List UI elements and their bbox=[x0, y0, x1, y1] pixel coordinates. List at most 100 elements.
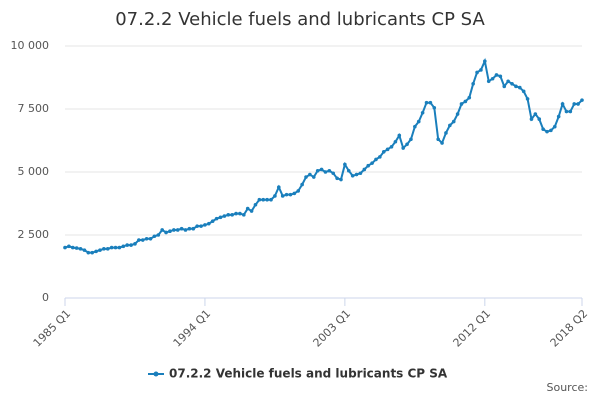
point bbox=[381, 150, 386, 154]
point bbox=[393, 139, 398, 144]
point bbox=[183, 228, 188, 232]
point bbox=[416, 119, 421, 124]
point bbox=[463, 99, 468, 104]
point bbox=[409, 137, 413, 142]
point bbox=[479, 68, 483, 72]
point bbox=[67, 244, 71, 249]
point bbox=[253, 202, 258, 207]
point bbox=[160, 228, 164, 232]
point bbox=[354, 172, 359, 177]
point bbox=[105, 247, 110, 251]
point bbox=[82, 248, 87, 252]
x-tick-label: 2018 Q2 bbox=[548, 307, 591, 350]
point bbox=[214, 216, 219, 221]
point bbox=[370, 161, 374, 165]
point bbox=[117, 245, 122, 250]
point bbox=[374, 157, 378, 162]
point bbox=[191, 226, 196, 231]
point bbox=[90, 250, 95, 255]
point bbox=[556, 114, 561, 119]
point bbox=[187, 226, 192, 231]
y-tick-label: 5 000 bbox=[18, 165, 50, 178]
point bbox=[315, 168, 320, 173]
point bbox=[140, 238, 145, 242]
point bbox=[510, 82, 514, 86]
point bbox=[471, 82, 475, 86]
point bbox=[401, 146, 405, 150]
point bbox=[576, 102, 580, 106]
point bbox=[308, 172, 312, 177]
point bbox=[525, 97, 530, 101]
point bbox=[207, 221, 211, 226]
x-tick-label: 1994 Q1 bbox=[171, 307, 214, 350]
point bbox=[133, 242, 137, 246]
point bbox=[319, 167, 324, 172]
point bbox=[179, 226, 184, 231]
point bbox=[210, 219, 215, 223]
point bbox=[552, 124, 557, 129]
point bbox=[203, 223, 207, 227]
point bbox=[78, 247, 83, 251]
point bbox=[572, 102, 577, 106]
point bbox=[265, 197, 269, 202]
point bbox=[448, 123, 452, 128]
point bbox=[296, 189, 301, 193]
point bbox=[109, 245, 114, 250]
point bbox=[350, 173, 355, 178]
point bbox=[249, 209, 254, 213]
point bbox=[257, 197, 262, 202]
point bbox=[529, 117, 534, 121]
x-tick-label: 2012 Q1 bbox=[451, 307, 494, 350]
point bbox=[226, 213, 231, 217]
point bbox=[420, 110, 425, 115]
point bbox=[549, 128, 553, 133]
point bbox=[98, 248, 102, 252]
point bbox=[490, 76, 495, 81]
point bbox=[389, 145, 394, 149]
point bbox=[300, 182, 304, 187]
point bbox=[238, 211, 242, 216]
point bbox=[199, 224, 203, 228]
point bbox=[125, 243, 129, 247]
legend-marker bbox=[153, 371, 159, 377]
x-tick-label: 2003 Q1 bbox=[311, 307, 354, 350]
point bbox=[378, 155, 382, 159]
point bbox=[424, 100, 429, 105]
point bbox=[533, 112, 538, 116]
point bbox=[311, 175, 316, 179]
point bbox=[494, 73, 499, 77]
point bbox=[475, 70, 479, 75]
point bbox=[137, 238, 141, 242]
point bbox=[94, 249, 98, 254]
point bbox=[168, 229, 172, 234]
point bbox=[156, 233, 161, 237]
chart-title: 07.2.2 Vehicle fuels and lubricants CP S… bbox=[115, 9, 485, 30]
point bbox=[335, 176, 339, 181]
point bbox=[292, 191, 297, 196]
point bbox=[74, 246, 79, 250]
point bbox=[327, 168, 332, 173]
source: Source: bbox=[547, 381, 589, 394]
point bbox=[339, 177, 343, 182]
point bbox=[284, 192, 289, 197]
point bbox=[172, 228, 176, 232]
point bbox=[129, 243, 133, 247]
point bbox=[436, 137, 440, 142]
point bbox=[486, 79, 491, 84]
point bbox=[580, 98, 584, 102]
point bbox=[405, 142, 409, 147]
point bbox=[397, 133, 402, 138]
point bbox=[521, 89, 526, 94]
point bbox=[218, 215, 223, 220]
point bbox=[564, 109, 569, 114]
point bbox=[242, 213, 246, 217]
point bbox=[541, 127, 545, 131]
point bbox=[432, 105, 437, 110]
line bbox=[64, 57, 583, 254]
point bbox=[413, 124, 417, 129]
y-tick-label: 7 500 bbox=[18, 102, 50, 115]
point bbox=[385, 147, 390, 152]
point bbox=[455, 112, 460, 116]
point bbox=[467, 95, 472, 100]
